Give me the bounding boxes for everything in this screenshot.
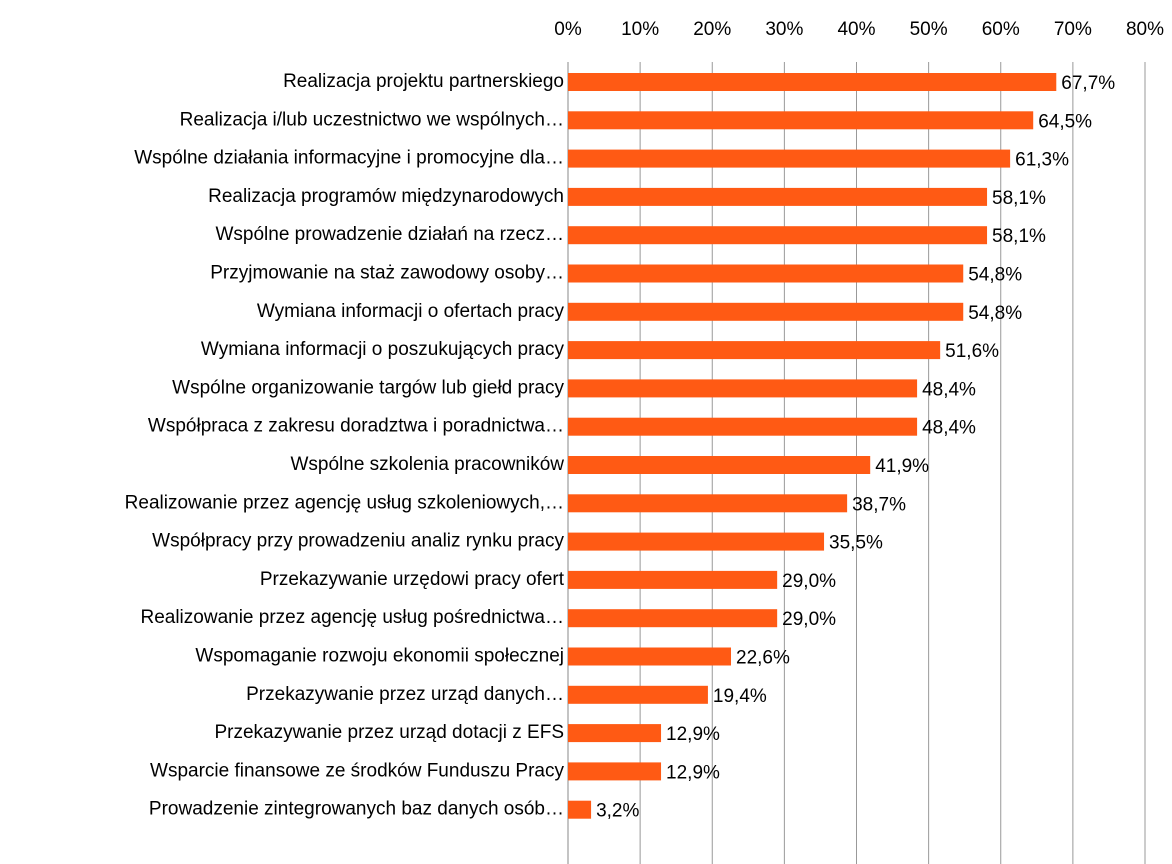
value-label: 48,4% [922, 379, 976, 400]
bar [568, 417, 918, 436]
bar [568, 494, 848, 513]
y-tick-label: Przyjmowanie na staż zawodowy osoby… [210, 263, 564, 284]
bar [568, 73, 1057, 91]
value-label: 35,5% [829, 533, 883, 554]
x-tick-label: 60% [982, 19, 1020, 40]
bar [568, 187, 988, 206]
value-label: 58,1% [992, 226, 1046, 247]
bar [568, 532, 825, 551]
y-tick-label: Prowadzenie zintegrowanych baz danych os… [149, 799, 564, 820]
value-label: 3,2% [596, 801, 639, 822]
x-tick-label: 50% [910, 19, 948, 40]
value-label: 51,6% [945, 341, 999, 362]
value-label: 64,5% [1038, 111, 1092, 132]
y-tick-label: Wspólne prowadzenie działań na rzecz… [215, 224, 564, 245]
bar [568, 762, 662, 781]
bar [568, 800, 592, 819]
y-tick-label: Wspólne organizowanie targów lub giełd p… [172, 377, 564, 398]
bar [568, 341, 941, 360]
bar [568, 609, 778, 628]
y-tick-label: Wspomaganie rozwoju ekonomii społecznej [195, 646, 564, 667]
bar [568, 456, 871, 474]
y-tick-label: Współpracy przy prowadzeniu analiz rynku… [152, 531, 564, 552]
x-tick-label: 20% [693, 19, 731, 40]
y-tick-label: Realizacja projektu partnerskiego [283, 71, 564, 92]
value-label: 41,9% [875, 456, 929, 477]
y-tick-label: Wspólne szkolenia pracowników [290, 454, 564, 475]
bar [568, 570, 778, 589]
x-tick-label: 70% [1054, 19, 1092, 40]
value-label: 48,4% [922, 418, 976, 439]
value-label: 54,8% [968, 303, 1022, 324]
bar [568, 302, 964, 321]
value-label: 29,0% [782, 571, 836, 592]
value-label: 12,9% [666, 724, 720, 745]
bar [568, 685, 708, 704]
y-tick-label: Wspólne działania informacyjne i promocy… [134, 148, 564, 169]
x-tick-label: 0% [554, 19, 582, 40]
y-tick-label: Wymiana informacji o ofertach pracy [257, 301, 565, 322]
value-label: 19,4% [713, 686, 767, 707]
y-tick-label: Realizowanie przez agencję usług szkolen… [125, 492, 564, 513]
bar [568, 379, 918, 398]
x-tick-label: 80% [1126, 19, 1164, 40]
x-tick-label: 30% [765, 19, 803, 40]
y-tick-label: Przekazywanie przez urząd dotacji z EFS [214, 722, 564, 743]
bar [568, 149, 1011, 168]
value-label: 29,0% [782, 609, 836, 630]
bar [568, 264, 964, 283]
value-label: 58,1% [992, 188, 1046, 209]
y-tick-label: Przekazywanie urzędowi pracy ofert [260, 569, 565, 590]
y-tick-label: Wymiana informacji o poszukujących pracy [201, 339, 565, 360]
bar [568, 111, 1034, 130]
y-tick-label: Realizacja programów międzynarodowych [208, 186, 564, 207]
y-tick-label: Realizacja i/lub uczestnictwo we wspólny… [180, 109, 564, 130]
x-tick-label: 10% [621, 19, 659, 40]
value-label: 38,7% [852, 494, 906, 515]
y-tick-label: Współpraca z zakresu doradztwa i poradni… [148, 416, 564, 437]
y-tick-label: Realizowanie przez agencję usług pośredn… [140, 607, 564, 628]
x-tick-label: 40% [837, 19, 875, 40]
value-label: 61,3% [1015, 150, 1069, 171]
value-label: 67,7% [1061, 73, 1115, 94]
value-label: 12,9% [666, 762, 720, 783]
bar [568, 226, 988, 245]
y-tick-label: Przekazywanie przez urząd danych… [246, 684, 564, 705]
bar [568, 647, 732, 666]
value-label: 54,8% [968, 265, 1022, 286]
y-tick-label: Wsparcie finansowe ze środków Funduszu P… [150, 760, 564, 781]
bar [568, 724, 662, 743]
value-label: 22,6% [736, 648, 790, 669]
